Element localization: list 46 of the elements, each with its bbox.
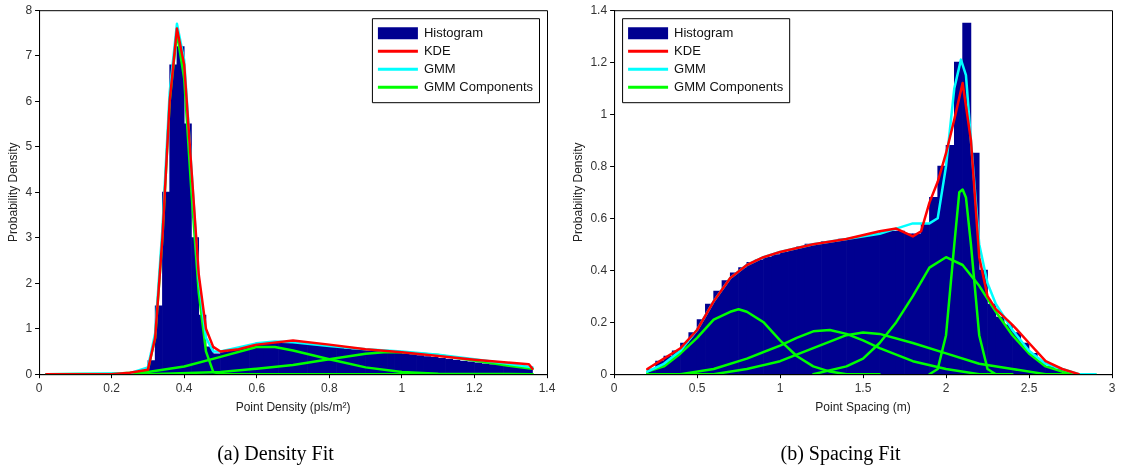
x-tick-label: 0.8 (320, 380, 338, 395)
x-tick-label: 1.5 (854, 380, 872, 395)
legend-label: GMM Components (423, 78, 534, 94)
y-tick-label: 0.2 (590, 314, 608, 329)
x-tick-label: 0.6 (248, 380, 266, 395)
x-tick-label: 1 (398, 380, 406, 395)
y-tick-label: 5 (25, 139, 33, 154)
y-tick-label: 0 (600, 366, 608, 381)
text: (a) Density Fit (217, 442, 335, 466)
x-axis-title: Point Spacing (m) (815, 400, 911, 415)
y-tick-label: 0.4 (590, 262, 608, 277)
x-tick-label: 2 (942, 380, 950, 395)
y-tick-label: 1 (600, 106, 608, 121)
y-tick-label: 1.4 (590, 2, 608, 17)
legend-label: GMM Components (674, 78, 784, 94)
y-tick-label: 1.2 (590, 54, 608, 69)
x-tick-label: 0.2 (103, 380, 121, 395)
y-tick-label: 2 (25, 275, 33, 290)
x-tick-label: 2.5 (1020, 380, 1038, 395)
y-axis-title: Probability Density (570, 142, 585, 242)
x-tick-label: 0 (35, 380, 43, 395)
x-tick-label: 1.2 (466, 380, 484, 395)
y-tick-label: 1 (25, 321, 33, 336)
x-tick-label: 1 (776, 380, 784, 395)
x-tick-label: 0.5 (688, 380, 706, 395)
legend-label: Histogram (423, 24, 484, 40)
y-axis-title: Probability Density (5, 142, 20, 242)
x-tick-label: 3 (1108, 380, 1116, 395)
legend-label: KDE (674, 42, 702, 58)
legend-label: GMM (674, 60, 706, 76)
x-axis-title: Point Density (pls/m²) (235, 400, 351, 415)
y-tick-label: 8 (25, 2, 33, 17)
y-tick-label: 0 (25, 366, 33, 381)
y-tick-label: 0.6 (590, 210, 608, 225)
legend-label: Histogram (674, 24, 734, 40)
legend-label: KDE (423, 42, 451, 58)
x-tick-label: 0.4 (175, 380, 193, 395)
y-tick-label: 4 (25, 184, 33, 199)
text: (b) Spacing Fit (780, 442, 901, 466)
x-tick-label: 1.4 (538, 380, 556, 395)
y-tick-label: 0.8 (590, 158, 608, 173)
y-tick-label: 7 (25, 48, 33, 63)
y-tick-label: 3 (25, 230, 33, 245)
y-tick-label: 6 (25, 93, 33, 108)
legend-label: GMM (423, 60, 456, 76)
x-tick-label: 0 (610, 380, 618, 395)
